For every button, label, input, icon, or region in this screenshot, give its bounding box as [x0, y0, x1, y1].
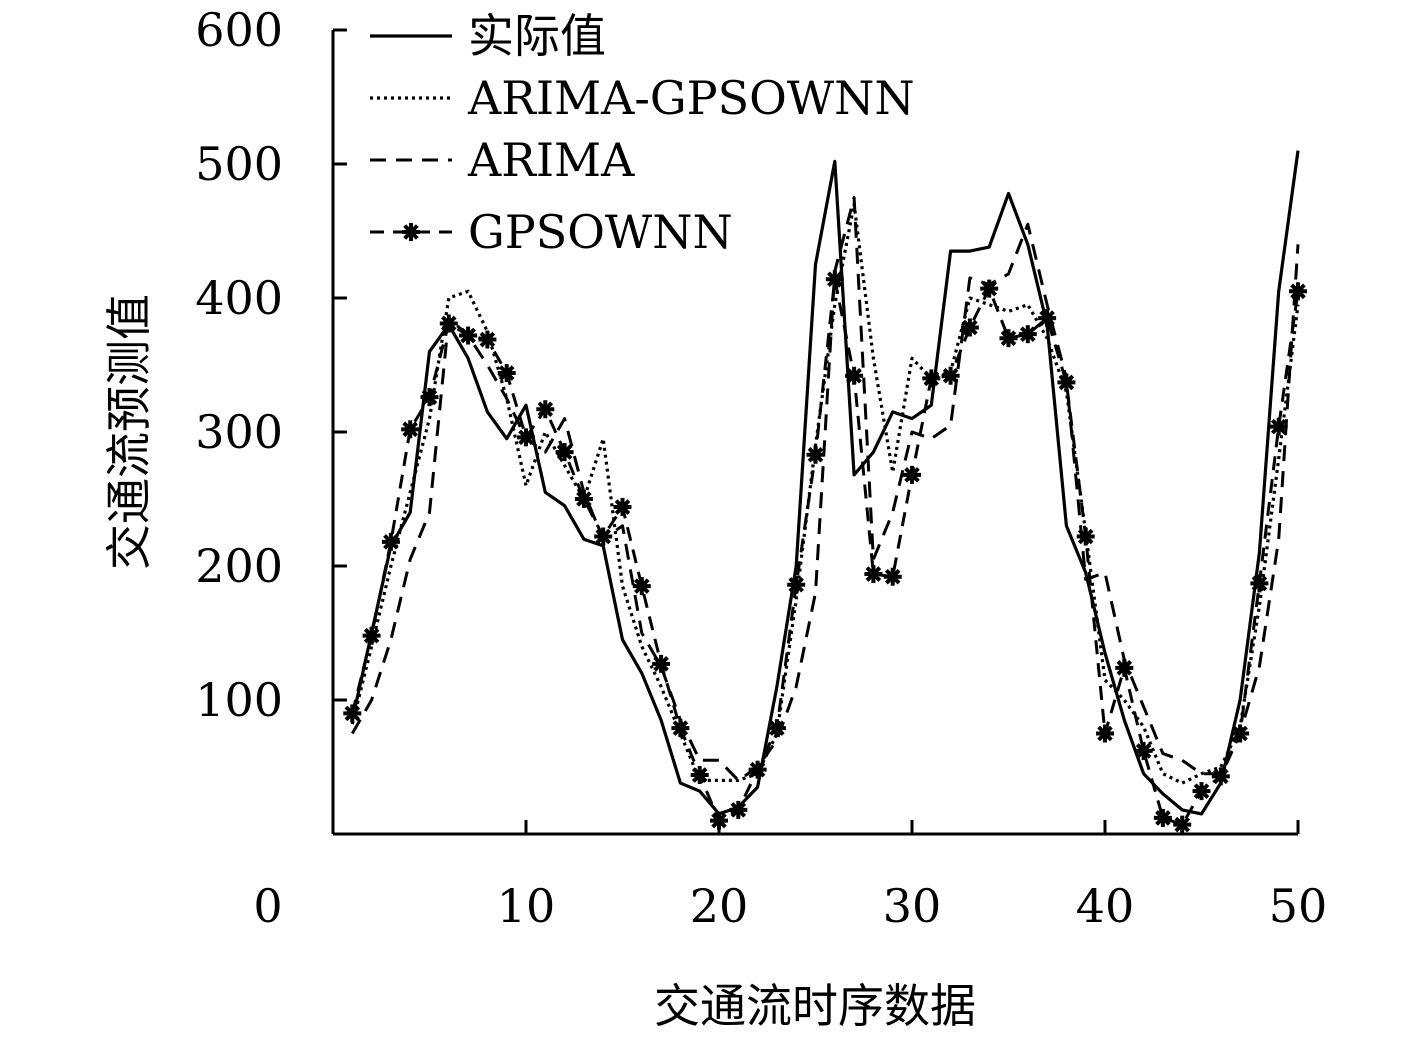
x-axis-title: 交通流时序数据	[654, 979, 976, 1033]
gpsownn-star-marker	[748, 760, 767, 779]
gpsownn-star-marker	[690, 766, 709, 785]
ticks: 100 200 300 400 500 600 0 10 20 30 40 50	[195, 3, 1327, 933]
gpsownn-star-marker	[1115, 658, 1134, 677]
gpsownn-star-marker	[1076, 527, 1095, 546]
legend-label: GPSOWNN	[468, 205, 733, 259]
y-tick-label: 500	[195, 137, 283, 191]
gpsownn-star-marker	[1231, 724, 1250, 743]
gpsownn-star-marker	[459, 326, 478, 345]
gpsownn-star-marker	[594, 527, 613, 546]
gpsownn-star-marker	[922, 369, 941, 388]
gpsownn-star-marker	[1038, 309, 1057, 328]
gpsownn-star-marker	[632, 577, 651, 596]
legend: 实际值 ARIMA-GPSOWNN ARIMA GPSOWNN	[370, 9, 915, 259]
gpsownn-star-marker	[1192, 782, 1211, 801]
y-tick-label: 300	[195, 405, 283, 459]
gpsownn-star-marker	[825, 270, 844, 289]
x-tick-label: 50	[1269, 879, 1328, 933]
gpsownn-star-marker	[980, 279, 999, 298]
gpsownn-star-marker	[864, 565, 883, 584]
gpsownn-star-marker	[710, 811, 728, 830]
gpsownn-star-marker	[1250, 574, 1269, 593]
gpsownn-star-marker	[439, 314, 458, 333]
series-line-2	[350, 202, 1300, 785]
gpsownn-star-marker	[1134, 741, 1153, 760]
gpsownn-star-marker	[555, 443, 574, 462]
gpsownn-star-marker	[574, 490, 593, 508]
gpsownn-star-marker	[1211, 767, 1230, 786]
x-tick-label: 0	[253, 879, 282, 933]
gpsownn-star-marker	[1096, 724, 1114, 743]
y-tick-label: 100	[195, 673, 283, 727]
gpsownn-star-marker	[1289, 282, 1307, 301]
series-line-1	[350, 150, 1300, 816]
gpsownn-star-marker	[401, 420, 420, 439]
gpsownn-star-marker	[478, 330, 497, 349]
gpsownn-star-marker	[652, 654, 671, 673]
series-line-3	[351, 196, 1300, 782]
gpsownn-star-marker	[883, 567, 902, 586]
gpsownn-star-marker	[362, 626, 381, 645]
series-layer	[350, 150, 1300, 827]
gpsownn-star-marker	[767, 719, 786, 738]
y-tick-label: 200	[195, 539, 283, 593]
gpsownn-star-marker	[1018, 325, 1037, 344]
markers-layer	[343, 270, 1307, 834]
series-line-4	[350, 277, 1300, 827]
gpsownn-star-marker	[1153, 808, 1172, 827]
x-tick-label: 30	[883, 879, 942, 933]
gpsownn-star-marker	[381, 532, 400, 551]
gpsownn-star-marker	[402, 223, 420, 241]
gpsownn-star-marker	[729, 800, 748, 819]
gpsownn-star-marker	[536, 400, 555, 419]
gpsownn-star-marker	[960, 318, 979, 337]
gpsownn-star-marker	[806, 445, 825, 464]
gpsownn-star-marker	[787, 575, 806, 594]
gpsownn-star-marker	[497, 364, 516, 383]
gpsownn-star-marker	[1057, 373, 1076, 392]
x-tick-label: 20	[690, 879, 749, 933]
legend-label: 实际值	[468, 9, 606, 63]
gpsownn-star-marker	[1269, 417, 1288, 436]
gpsownn-star-marker	[1173, 815, 1192, 834]
y-tick-label: 400	[195, 271, 283, 325]
legend-label: ARIMA-GPSOWNN	[467, 71, 915, 125]
gpsownn-star-marker	[845, 366, 864, 385]
x-tick-label: 40	[1076, 879, 1135, 933]
gpsownn-star-marker	[671, 719, 690, 738]
gpsownn-star-marker	[999, 329, 1018, 348]
gpsownn-star-marker	[420, 388, 439, 407]
gpsownn-star-marker	[613, 498, 632, 517]
x-tick-label: 10	[497, 879, 556, 933]
gpsownn-star-marker	[517, 428, 535, 447]
legend-label: ARIMA	[467, 133, 635, 187]
gpsownn-star-marker	[903, 465, 921, 484]
gpsownn-star-marker	[941, 366, 960, 385]
y-axis-title: 交通流预测值	[102, 294, 156, 570]
gpsownn-star-marker	[343, 704, 362, 723]
y-tick-label: 600	[195, 3, 283, 57]
